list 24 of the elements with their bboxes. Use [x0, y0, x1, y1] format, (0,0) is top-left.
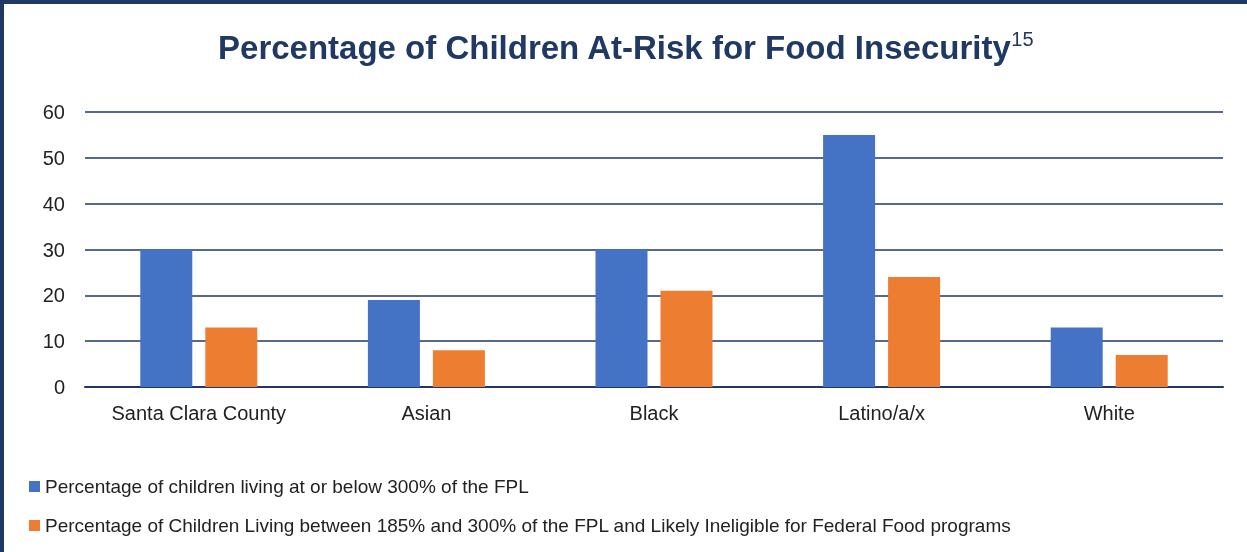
- bar: [1050, 327, 1103, 387]
- x-tick-label: Black: [629, 402, 680, 424]
- bar: [205, 327, 258, 387]
- y-tick-label: 10: [42, 330, 65, 353]
- legend-label: Percentage of children living at or below 300% of the FPL: [45, 476, 529, 497]
- x-tick-label: Santa Clara County: [111, 402, 287, 424]
- bar: [888, 277, 941, 387]
- bar: [595, 249, 648, 387]
- y-tick-label: 20: [42, 284, 65, 307]
- bar: [1115, 354, 1168, 387]
- bar: [823, 134, 876, 387]
- bar: [432, 350, 485, 387]
- y-tick-label: 0: [53, 376, 65, 398]
- x-tick-label: Asian: [401, 402, 452, 424]
- y-tick-label: 60: [42, 101, 65, 123]
- y-tick-label: 40: [42, 192, 65, 215]
- x-tick-label: White: [1083, 402, 1135, 424]
- legend-label: Percentage of Children Living between 185% and 300% of the FPL and Likely Ineligible for Federal Food programs: [45, 515, 1011, 536]
- bar: [660, 290, 713, 387]
- bar: [140, 249, 193, 387]
- y-tick-label: 50: [42, 146, 65, 169]
- y-tick-label: 30: [42, 238, 65, 261]
- x-tick-label: Latino/a/x: [838, 402, 925, 424]
- bar: [367, 299, 420, 387]
